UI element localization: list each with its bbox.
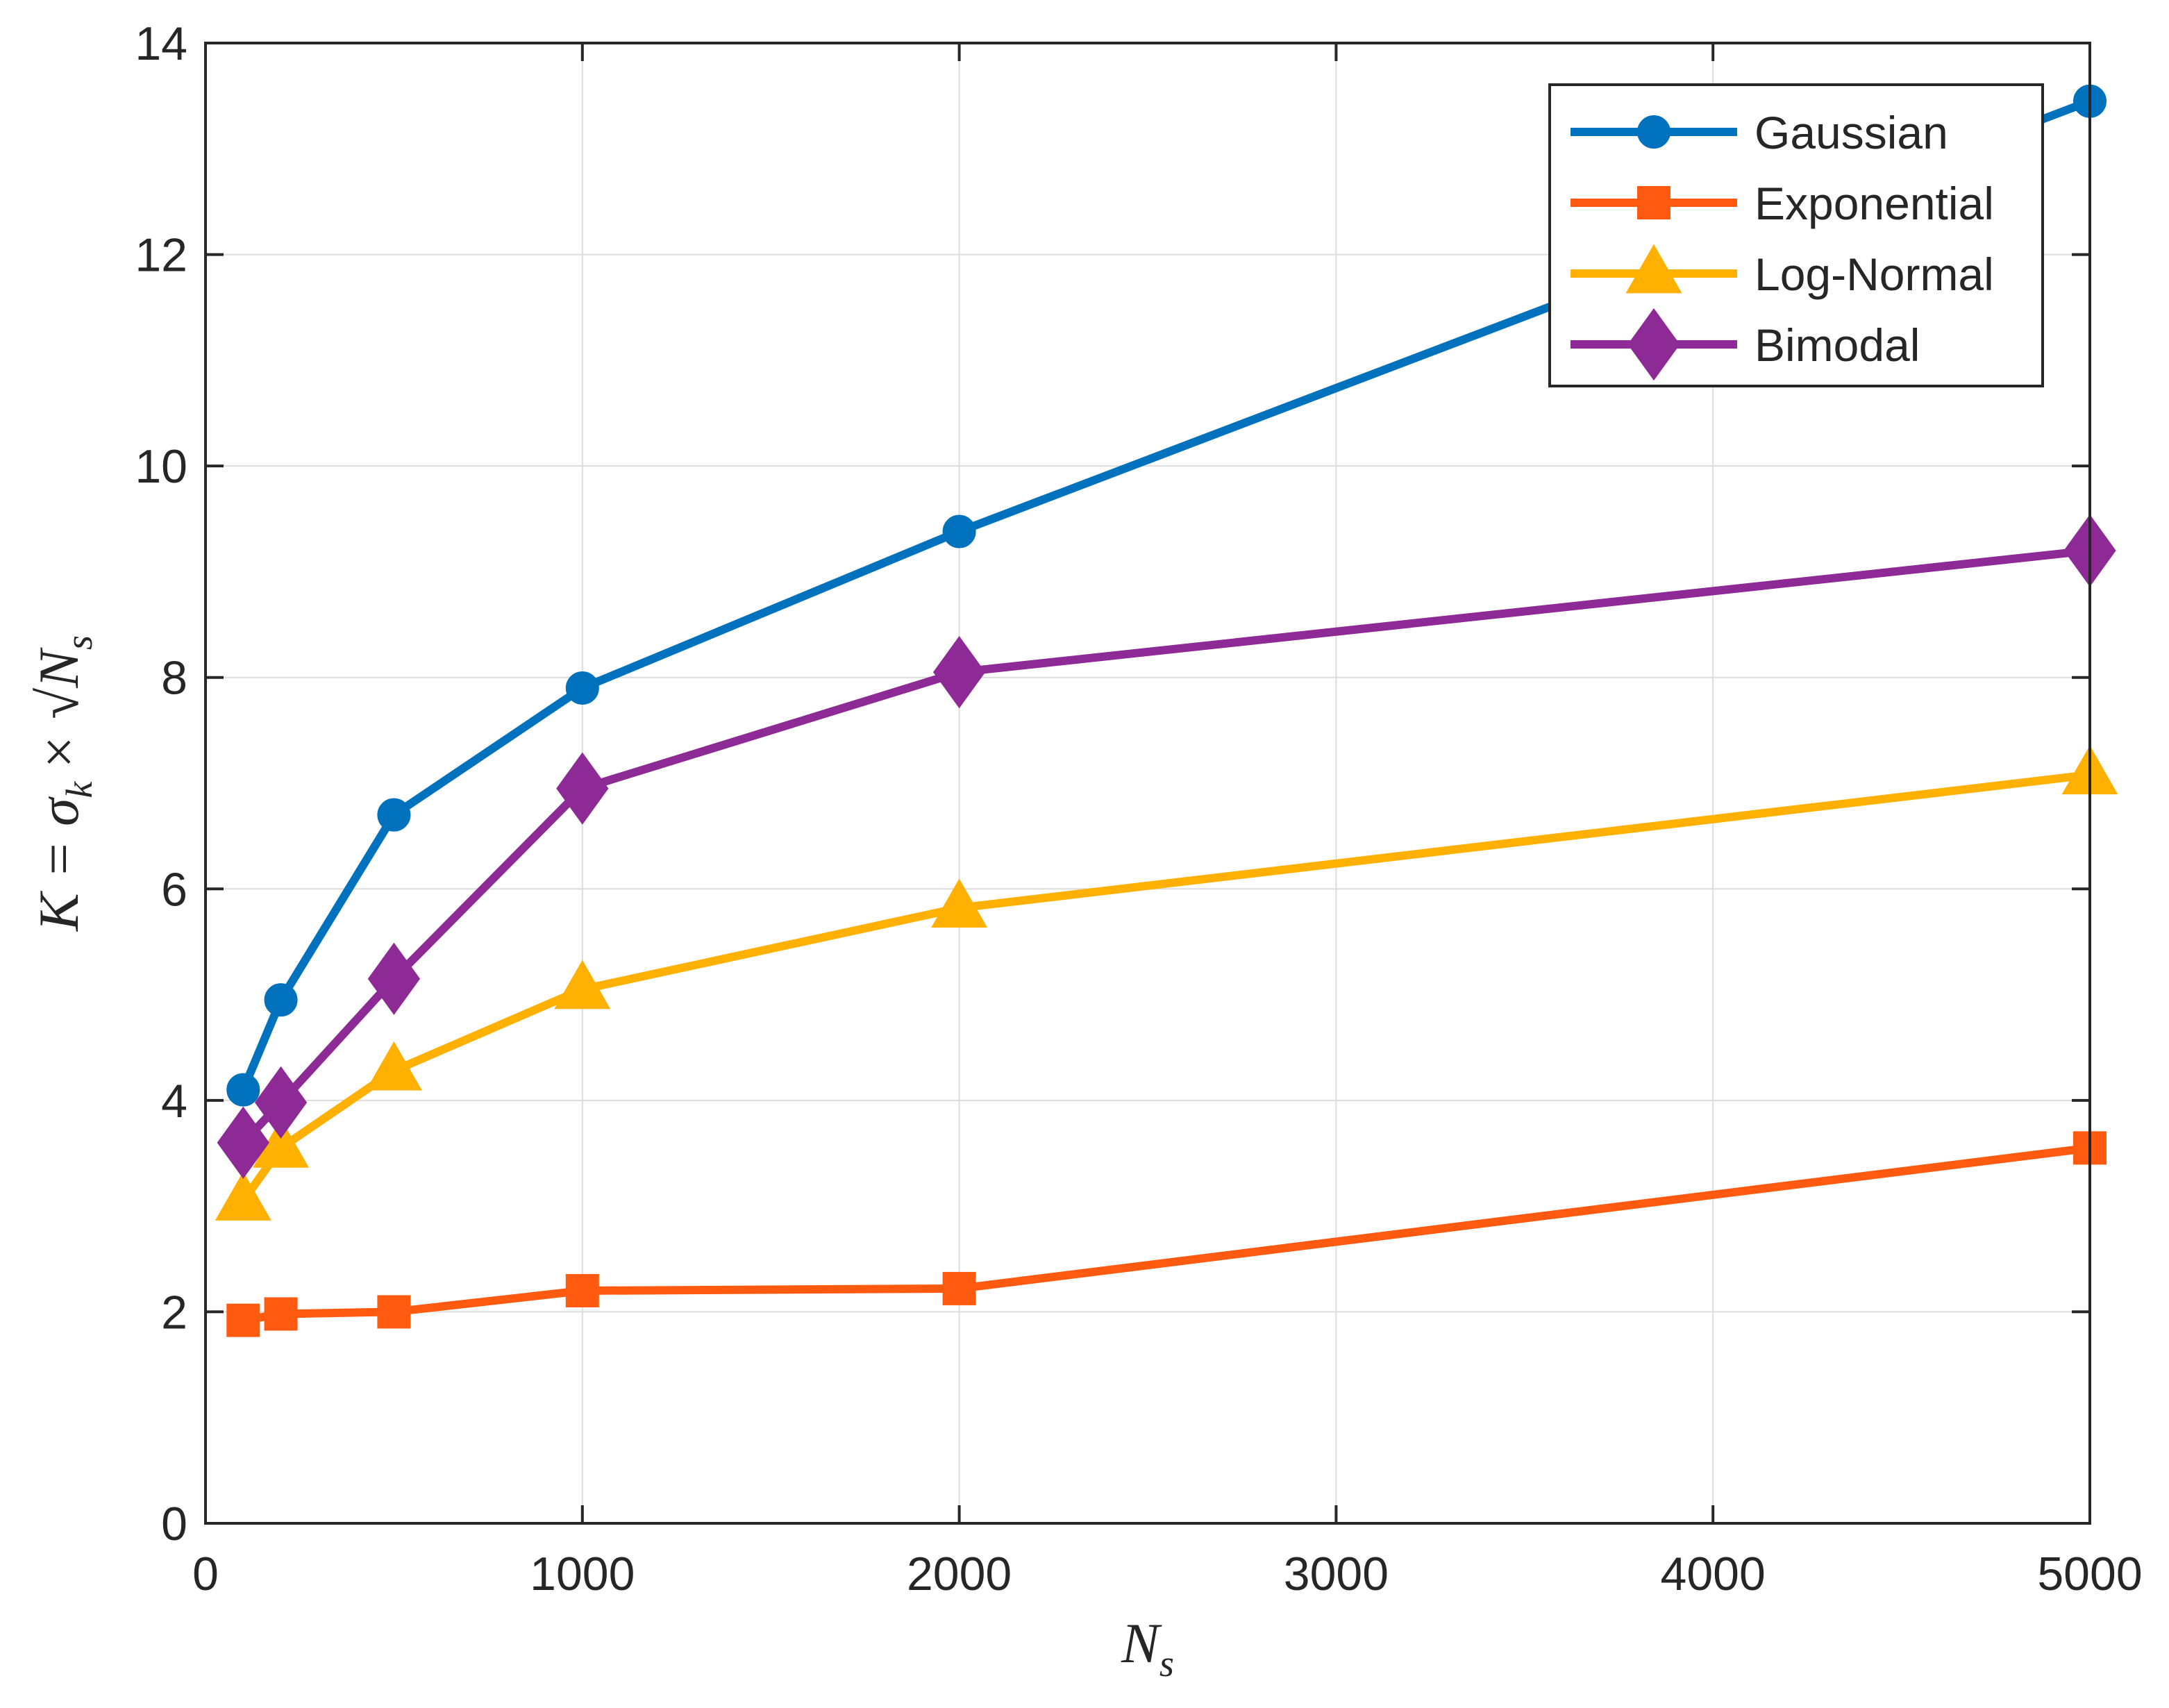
legend-entry-bimodal: Bimodal bbox=[1571, 308, 1920, 381]
legend-label: Log-Normal bbox=[1755, 249, 1994, 300]
legend-swatch-marker bbox=[1637, 186, 1670, 219]
series-layer bbox=[215, 84, 2118, 1337]
series-bimodal bbox=[217, 514, 2116, 1179]
data-point-gaussian bbox=[565, 671, 599, 705]
x-axis-label-sub: s bbox=[1159, 1643, 1174, 1684]
y-axis-title: K = σk × √Ns bbox=[27, 635, 100, 932]
legend: Gaussian Exponential Log-Normal Bimodal bbox=[1548, 83, 2044, 387]
y-tick-label: 4 bbox=[161, 1075, 187, 1128]
legend-label: Exponential bbox=[1755, 178, 1994, 229]
data-point-log-normal bbox=[931, 878, 988, 928]
x-tick-label: 5000 bbox=[2037, 1548, 2142, 1600]
svg-text:K = σk× √Ns: K = σk × √Ns bbox=[27, 635, 100, 932]
data-point-exponential bbox=[226, 1303, 260, 1337]
series-line-exponential bbox=[239, 1144, 2094, 1325]
y-axis-label-rest-sub: s bbox=[58, 635, 100, 650]
legend-swatch-marker bbox=[1625, 244, 1682, 294]
data-point-bimodal bbox=[367, 942, 421, 1015]
legend-swatch-marker bbox=[1627, 308, 1680, 381]
data-point-bimodal bbox=[556, 752, 609, 825]
legend-entry-gaussian: Gaussian bbox=[1571, 107, 1948, 158]
y-tick-label: 0 bbox=[161, 1498, 187, 1550]
y-tick-label: 10 bbox=[135, 440, 187, 493]
x-tick-label: 0 bbox=[192, 1548, 219, 1600]
data-point-bimodal bbox=[217, 1106, 269, 1179]
legend-entry-log-normal: Log-Normal bbox=[1571, 244, 1994, 300]
y-tick-label: 2 bbox=[161, 1286, 187, 1339]
series-line-bimodal bbox=[239, 546, 2094, 1147]
data-point-log-normal bbox=[554, 960, 611, 1010]
x-axis-title: Ns bbox=[1121, 1611, 1174, 1684]
x-tick-label: 2000 bbox=[907, 1548, 1012, 1600]
x-tick-label: 4000 bbox=[1661, 1548, 1766, 1600]
legend-label: Gaussian bbox=[1755, 107, 1948, 158]
data-point-gaussian bbox=[942, 514, 976, 549]
data-point-gaussian bbox=[377, 798, 411, 832]
data-point-gaussian bbox=[264, 983, 298, 1017]
data-point-bimodal bbox=[254, 1066, 308, 1139]
data-point-gaussian bbox=[226, 1073, 260, 1107]
y-tick-label: 6 bbox=[161, 863, 187, 916]
data-point-bimodal bbox=[932, 635, 986, 709]
y-axis-label: K = σ bbox=[27, 796, 90, 932]
data-point-log-normal bbox=[215, 1171, 271, 1221]
legend-entry-exponential: Exponential bbox=[1571, 178, 1994, 229]
series-exponential bbox=[226, 1131, 2107, 1337]
x-tick-label: 3000 bbox=[1284, 1548, 1389, 1600]
data-point-exponential bbox=[377, 1295, 411, 1329]
y-axis-label-sub: k bbox=[58, 781, 100, 798]
svg-text:Ns: Ns bbox=[1121, 1611, 1174, 1684]
y-tick-label: 12 bbox=[135, 229, 187, 282]
legend-label: Bimodal bbox=[1755, 319, 1920, 371]
y-tick-label: 8 bbox=[161, 652, 187, 705]
x-tick-label: 1000 bbox=[530, 1548, 635, 1600]
data-point-exponential bbox=[565, 1273, 599, 1307]
data-point-exponential bbox=[264, 1297, 298, 1331]
data-point-exponential bbox=[942, 1271, 976, 1305]
series-line-log-normal bbox=[239, 770, 2094, 1205]
data-point-log-normal bbox=[365, 1041, 422, 1091]
y-axis-label-rest: × √N bbox=[27, 647, 90, 772]
axis-ticks: 0 1000 2000 3000 4000 5000 0 2 4 6 8 10 12 14 bbox=[135, 17, 2142, 1600]
plot-frame bbox=[204, 42, 2091, 1525]
series-log-normal bbox=[215, 745, 2118, 1221]
x-axis-label: N bbox=[1121, 1611, 1162, 1675]
y-tick-label: 14 bbox=[135, 17, 187, 70]
legend-swatch-marker bbox=[1637, 115, 1670, 149]
